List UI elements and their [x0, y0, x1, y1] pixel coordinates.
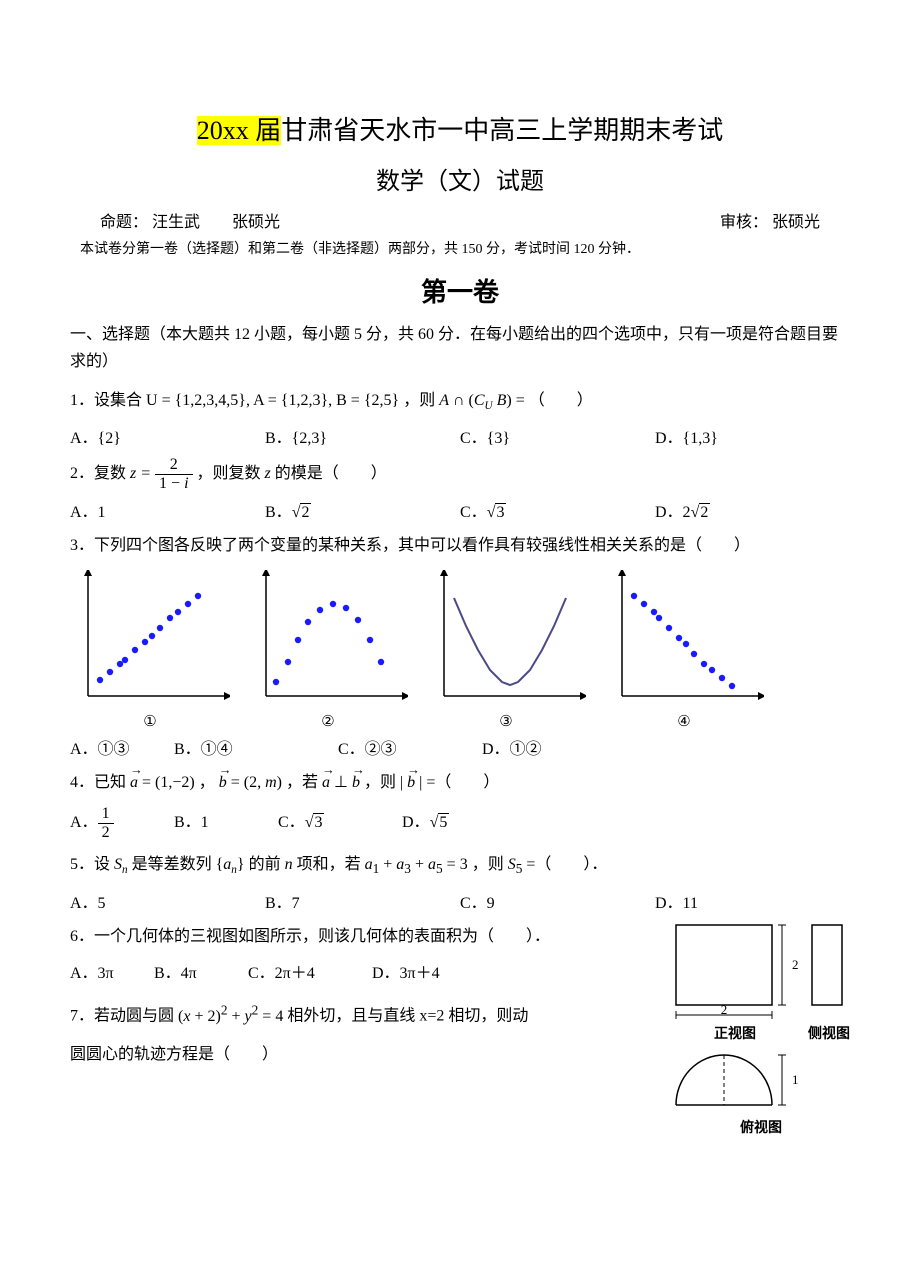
- q2-stem-pre: 2．复数: [70, 465, 130, 482]
- q5-opt-d: D．11: [655, 889, 850, 913]
- q4-opt-d: D．5: [402, 808, 449, 832]
- question-4: 4．已知 a = (1,−2) ， b = (2, m) ，若 a ⊥ b ，则…: [70, 767, 850, 799]
- q5-opt-b: B．7: [265, 889, 460, 913]
- scatter-chart-2-icon: [248, 570, 408, 710]
- q1-paren: （ ）: [529, 392, 593, 409]
- vector-b-icon: b: [219, 767, 227, 799]
- q6-opt-c: C．2π＋4: [248, 959, 368, 983]
- scatter-chart-1-icon: [70, 570, 230, 710]
- question-3: 3．下列四个图各反映了两个变量的某种关系，其中可以看作具有较强线性相关关系的是（…: [70, 530, 850, 562]
- front-view-icon: 22: [672, 921, 798, 1021]
- question-2: 2．复数 z = 2 1 − i ，则复数 z 的模是（ ）: [70, 456, 850, 492]
- q3-chart-3: ③: [426, 570, 586, 731]
- q3-chart-2: ②: [248, 570, 408, 731]
- q6-opt-a: A．3π: [70, 959, 150, 983]
- q2-opt-d: D．22: [655, 498, 850, 522]
- q1-stem-pre: 1．设集合: [70, 392, 146, 409]
- question-7: 7．若动圆与圆 (x + 2)2 + y2 = 4 相外切，且与直线 x=2 相…: [70, 997, 654, 1032]
- vector-a-icon: a: [130, 767, 138, 799]
- top-view-label: 俯视图: [672, 1117, 850, 1137]
- q6-opt-d: D．3π＋4: [372, 959, 440, 983]
- q5-opt-c: C．9: [460, 889, 655, 913]
- q4-pre: 4．已知: [70, 774, 130, 791]
- q2-opt-a: A．1: [70, 498, 265, 522]
- exam-title-line1: 20xx 届甘肃省天水市一中高三上学期期末考试: [70, 110, 850, 147]
- q4-opt-a: A．12: [70, 805, 170, 841]
- question-5: 5．设 Sn 是等差数列 {an} 的前 n 项和，若 a1 + a3 + a5…: [70, 849, 850, 883]
- q2-stem-post: ，则复数 z 的模是（ ）: [197, 465, 387, 482]
- q5-options: A．5 B．7 C．9 D．11: [70, 889, 850, 913]
- q3-charts: ① ② ③ ④: [70, 570, 850, 731]
- q4-options: A．12 B．1 C．3 D．5: [70, 805, 850, 841]
- q2-options: A．1 B．2 C．3 D．22: [70, 498, 850, 522]
- top-view-icon: 1: [672, 1051, 798, 1115]
- section1-instructions: 一、选择题（本大题共 12 小题，每小题 5 分，共 60 分．在每小题给出的四…: [70, 321, 850, 375]
- svg-text:2: 2: [721, 1002, 728, 1017]
- q4-opt-b: B．1: [174, 808, 274, 832]
- q6-q7-row: 6．一个几何体的三视图如图所示，则该几何体的表面积为（ ）． A．3π B．4π…: [70, 921, 850, 1137]
- scatter-chart-4-icon: [604, 570, 764, 710]
- author-left-names: 汪生武 张硕光: [152, 214, 280, 231]
- q3-label-3: ③: [426, 712, 586, 731]
- q3-opt-d: D．①②: [482, 735, 542, 759]
- curve-chart-3-icon: [426, 570, 586, 710]
- q1-opt-b: B．{2,3}: [265, 424, 460, 448]
- q3-opt-b: B．①④: [174, 735, 334, 759]
- side-view-label: 侧视图: [808, 1023, 850, 1043]
- q6-opt-b: B．4π: [154, 959, 244, 983]
- q2-opt-c: C．3: [460, 498, 655, 522]
- three-view-diagram: 22 正视图 侧视图 1 俯视图: [672, 921, 850, 1137]
- q1-opt-d: D．{1,3}: [655, 424, 850, 448]
- q1-set-expr: U = {1,2,3,4,5}, A = {1,2,3}, B = {2,5}: [146, 392, 399, 409]
- q3-label-4: ④: [604, 712, 764, 731]
- q3-opt-a: A．①③: [70, 735, 170, 759]
- q5-opt-a: A．5: [70, 889, 265, 913]
- q7-line2: 圆圆心的轨迹方程是（ ）: [70, 1039, 654, 1071]
- q2-opt-b: B．2: [265, 498, 460, 522]
- exam-subtitle: 数学（文）试题: [70, 161, 850, 196]
- q3-chart-4: ④: [604, 570, 764, 731]
- q2-eq-left: z =: [130, 465, 151, 482]
- question-1: 1．设集合 U = {1,2,3,4,5}, A = {1,2,3}, B = …: [70, 385, 850, 418]
- question-6: 6．一个几何体的三视图如图所示，则该几何体的表面积为（ ）．: [70, 921, 654, 953]
- q3-opt-c: C．②③: [338, 735, 478, 759]
- author-left-label: 命题：: [100, 214, 148, 231]
- q4-opt-c: C．3: [278, 808, 398, 832]
- q3-label-2: ②: [248, 712, 408, 731]
- author-right-name: 张硕光: [772, 214, 820, 231]
- exam-note: 本试卷分第一卷（选择题）和第二卷（非选择题）两部分，共 150 分，考试时间 1…: [70, 238, 850, 258]
- q1-opt-a: A．{2}: [70, 424, 265, 448]
- title-highlight: 20xx 届: [197, 116, 282, 145]
- svg-text:2: 2: [792, 957, 798, 972]
- author-right-label: 审核：: [720, 214, 768, 231]
- q3-label-1: ①: [70, 712, 230, 731]
- q3-chart-1: ①: [70, 570, 230, 731]
- author-line: 命题： 汪生武 张硕光 审核： 张硕光: [70, 208, 850, 232]
- q1-options: A．{2} B．{2,3} C．{3} D．{1,3}: [70, 424, 850, 448]
- q1-opt-c: C．{3}: [460, 424, 655, 448]
- q1-stem-post: ，则: [403, 392, 439, 409]
- section1-title: 第一卷: [70, 272, 850, 309]
- title-rest: 甘肃省天水市一中高三上学期期末考试: [281, 116, 723, 145]
- q3-options: A．①③ B．①④ C．②③ D．①②: [70, 735, 850, 759]
- q2-fraction: 2 1 − i: [155, 456, 192, 492]
- side-view-icon: [808, 921, 846, 1021]
- svg-text:1: 1: [792, 1072, 798, 1087]
- q6-options: A．3π B．4π C．2π＋4 D．3π＋4: [70, 959, 654, 983]
- front-view-label: 正视图: [672, 1023, 798, 1043]
